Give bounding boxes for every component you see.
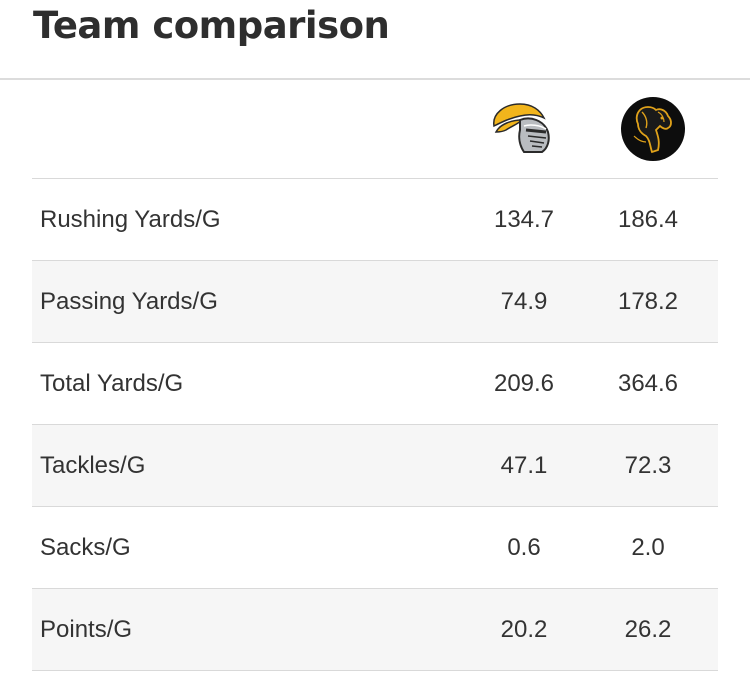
table-header-row: [32, 80, 718, 179]
team-b-value: 2.0: [631, 534, 665, 561]
table-row: Rushing Yards/G 134.7 186.4: [32, 179, 718, 261]
stat-label: Passing Yards/G: [40, 288, 218, 315]
stat-label: Tackles/G: [40, 452, 146, 479]
knight-helmet-logo-icon[interactable]: [490, 96, 556, 162]
team-b-value: 186.4: [617, 206, 679, 233]
team-a-value: 0.6: [507, 534, 541, 561]
stat-label: Sacks/G: [40, 534, 131, 561]
team-a-value: 47.1: [500, 452, 548, 479]
table-row: Points/G 20.2 26.2: [32, 589, 718, 671]
stat-label: Rushing Yards/G: [40, 206, 221, 233]
title-divider: [0, 78, 750, 80]
comparison-table: Rushing Yards/G 134.7 186.4 Passing Yard…: [32, 80, 718, 671]
team-a-value: 20.2: [500, 616, 548, 643]
stat-label: Total Yards/G: [40, 370, 184, 397]
team-b-value: 72.3: [624, 452, 672, 479]
table-row: Tackles/G 47.1 72.3: [32, 425, 718, 507]
team-a-value: 209.6: [493, 370, 555, 397]
team-b-value: 364.6: [617, 370, 679, 397]
team-b-value: 26.2: [624, 616, 672, 643]
table-row: Passing Yards/G 74.9 178.2: [32, 261, 718, 343]
team-a-value: 134.7: [493, 206, 555, 233]
table-row: Total Yards/G 209.6 364.6: [32, 343, 718, 425]
stat-label: Points/G: [40, 616, 133, 643]
page-title: Team comparison: [33, 4, 390, 47]
mustang-horse-logo-icon[interactable]: [620, 96, 686, 162]
team-a-value: 74.9: [500, 288, 548, 315]
table-row: Sacks/G 0.6 2.0: [32, 507, 718, 589]
team-b-value: 178.2: [617, 288, 679, 315]
